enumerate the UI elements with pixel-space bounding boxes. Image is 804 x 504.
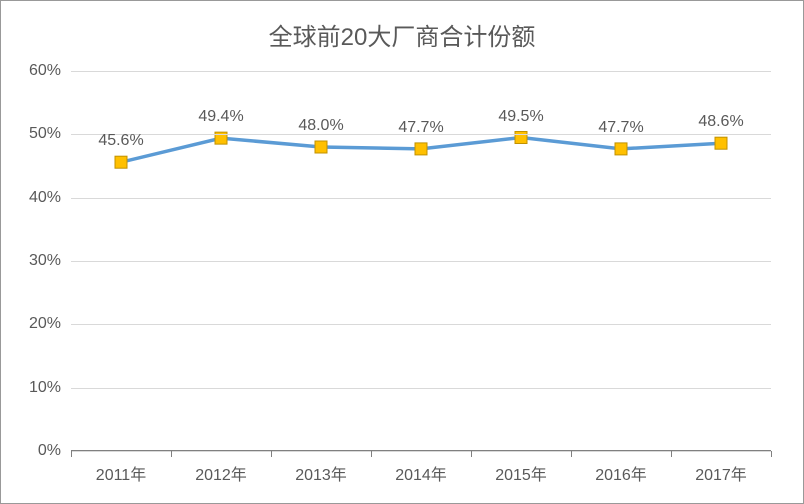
data-point-label: 49.5% — [498, 108, 543, 126]
x-axis-label: 2015年 — [495, 461, 547, 485]
x-tick — [671, 451, 672, 457]
data-point-marker — [315, 141, 327, 153]
gridline — [71, 388, 771, 389]
y-axis-label: 40% — [11, 189, 61, 207]
x-axis-label: 2014年 — [395, 461, 447, 485]
data-point-marker — [715, 137, 727, 149]
x-tick — [71, 451, 72, 457]
gridline — [71, 198, 771, 199]
chart-container: 全球前20大厂商合计份额 0%10%20%30%40%50%60%2011年20… — [0, 0, 804, 504]
x-tick — [471, 451, 472, 457]
gridline — [71, 261, 771, 262]
x-axis-label: 2011年 — [96, 461, 146, 485]
data-point-label: 45.6% — [98, 132, 143, 150]
x-tick — [171, 451, 172, 457]
x-axis-label: 2013年 — [295, 461, 347, 485]
data-point-marker — [515, 132, 527, 144]
y-axis-label: 50% — [11, 125, 61, 143]
x-axis-line — [71, 450, 771, 451]
y-axis-label: 60% — [11, 62, 61, 80]
x-axis-label: 2012年 — [195, 461, 247, 485]
data-point-marker — [415, 143, 427, 155]
gridline — [71, 324, 771, 325]
data-point-label: 47.7% — [598, 119, 643, 137]
y-axis-label: 0% — [11, 442, 61, 460]
data-point-marker — [615, 143, 627, 155]
y-axis-label: 20% — [11, 315, 61, 333]
gridline — [71, 71, 771, 72]
data-point-label: 48.0% — [298, 117, 343, 135]
data-point-marker — [115, 156, 127, 168]
y-axis-label: 10% — [11, 379, 61, 397]
y-axis-label: 30% — [11, 252, 61, 270]
x-tick — [571, 451, 572, 457]
gridline — [71, 451, 771, 452]
x-axis-label: 2016年 — [595, 461, 647, 485]
x-tick — [771, 451, 772, 457]
data-point-label: 48.6% — [698, 113, 743, 131]
plot-area: 0%10%20%30%40%50%60%2011年2012年2013年2014年… — [71, 71, 771, 451]
x-tick — [271, 451, 272, 457]
chart-title: 全球前20大厂商合计份额 — [1, 17, 803, 52]
x-tick — [371, 451, 372, 457]
data-point-label: 47.7% — [398, 119, 443, 137]
data-point-label: 49.4% — [198, 108, 243, 126]
x-axis-label: 2017年 — [695, 461, 747, 485]
